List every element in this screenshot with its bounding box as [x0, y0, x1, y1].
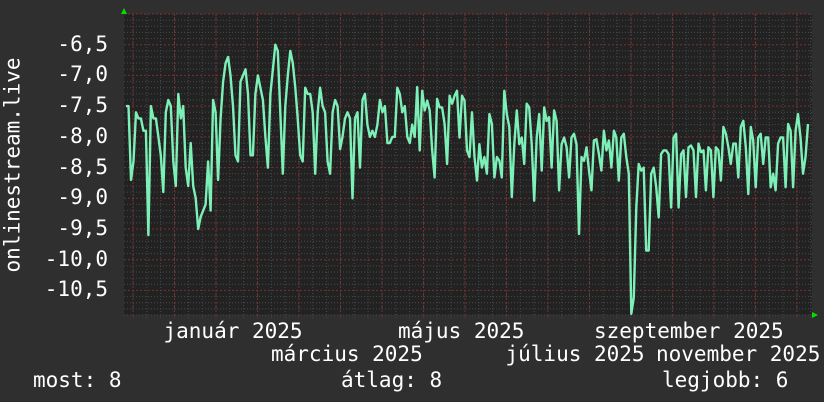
x-tick-label: november 2025: [656, 342, 821, 366]
x-tick-label: május 2025: [398, 319, 525, 343]
y-axis-arrow-icon: [121, 8, 127, 14]
x-tick-label: szeptember 2025: [594, 319, 784, 343]
x-tick-label: március 2025: [271, 342, 423, 366]
y-tick-label: -9,5: [57, 216, 108, 240]
y-tick-label: -9,0: [57, 185, 108, 210]
legend-best: legjobb: 6: [662, 368, 789, 392]
legend-average: átlag: 8: [341, 368, 443, 392]
x-tick-label: július 2025: [505, 342, 645, 366]
y-tick-label: -10,0: [44, 246, 108, 271]
y-tick-label: -8,0: [57, 123, 108, 148]
y-tick-label: -6,5: [57, 31, 108, 56]
series-line: [126, 43, 810, 315]
y-axis-title: onlinestream.live: [0, 57, 25, 273]
y-tick-label: -10,5: [44, 277, 108, 302]
y-tick-label: -7,5: [57, 93, 108, 118]
x-axis-arrow-icon: [812, 312, 818, 318]
x-tick-label: január 2025: [163, 319, 303, 343]
legend-current: most: 8: [33, 368, 122, 392]
y-tick-label: -8,5: [57, 154, 108, 179]
y-tick-label: -7,0: [57, 62, 108, 87]
